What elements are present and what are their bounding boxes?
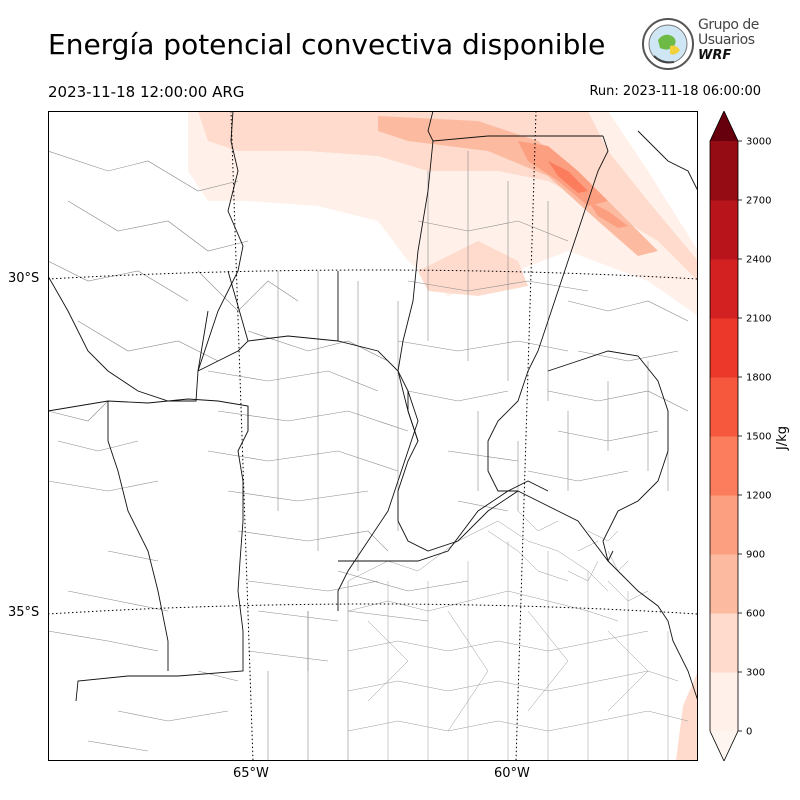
colorbar-tick-label: 300 xyxy=(746,668,765,679)
lon-label-60w: 60°W xyxy=(494,766,530,781)
colorbar-band xyxy=(710,200,738,260)
colorbar-tick-label: 1500 xyxy=(746,432,771,443)
colorbar-tick-label: 0 xyxy=(746,727,752,738)
colorbar-bands xyxy=(710,141,738,732)
graticule xyxy=(48,111,698,761)
lat-label-35s: 35°S xyxy=(8,605,40,620)
cape-shading xyxy=(188,111,698,761)
colorbar-band xyxy=(710,318,738,378)
colorbar-band xyxy=(710,613,738,673)
colorbar-extend-low xyxy=(710,731,738,761)
wrf-logo: Grupo de Usuarios WRF xyxy=(640,16,760,72)
colorbar-tick-label: 2400 xyxy=(746,255,771,266)
buenos-aires-partidos xyxy=(347,510,689,761)
lat-label-30s: 30°S xyxy=(8,271,40,286)
colorbar-band xyxy=(710,259,738,319)
lon-label-65w: 65°W xyxy=(233,766,269,781)
colorbar-band xyxy=(710,141,738,201)
logo-line-2: Usuarios xyxy=(698,32,755,48)
colorbar-band xyxy=(710,495,738,555)
valid-time: 2023-11-18 12:00:00 ARG xyxy=(48,83,245,101)
colorbar-band xyxy=(710,377,738,437)
map-frame xyxy=(48,111,698,761)
cape-map xyxy=(48,111,698,761)
colorbar-tick-label: 600 xyxy=(746,609,765,620)
colorbar-tick-label: 1800 xyxy=(746,373,771,384)
colorbar-ticks: 0 300 600 900 1200 1500 1800 2100 2400 2700 3000 xyxy=(738,137,771,738)
colorbar-unit-label: J/kg xyxy=(775,426,790,450)
colorbar-extend-high xyxy=(710,111,738,141)
colorbar: 0 300 600 900 1200 1500 1800 2100 2400 2700 3000 xyxy=(709,111,771,761)
logo-line-1: Grupo de xyxy=(698,17,759,33)
colorbar-band xyxy=(710,672,738,732)
run-time: Run: 2023-11-18 06:00:00 xyxy=(589,84,761,99)
colorbar-band xyxy=(710,554,738,614)
colorbar-tick-label: 3000 xyxy=(746,137,771,148)
logo-line-3: WRF xyxy=(698,48,732,63)
colorbar-tick-label: 2100 xyxy=(746,314,771,325)
map-title: Energía potencial convectiva disponible xyxy=(48,28,606,61)
colorbar-tick-label: 2700 xyxy=(746,196,771,207)
colorbar-band xyxy=(710,436,738,496)
province-boundaries xyxy=(48,111,698,702)
colorbar-tick-label: 1200 xyxy=(746,491,771,502)
colorbar-tick-label: 900 xyxy=(746,550,765,561)
globe-icon xyxy=(642,18,694,70)
department-boundaries xyxy=(48,150,689,761)
